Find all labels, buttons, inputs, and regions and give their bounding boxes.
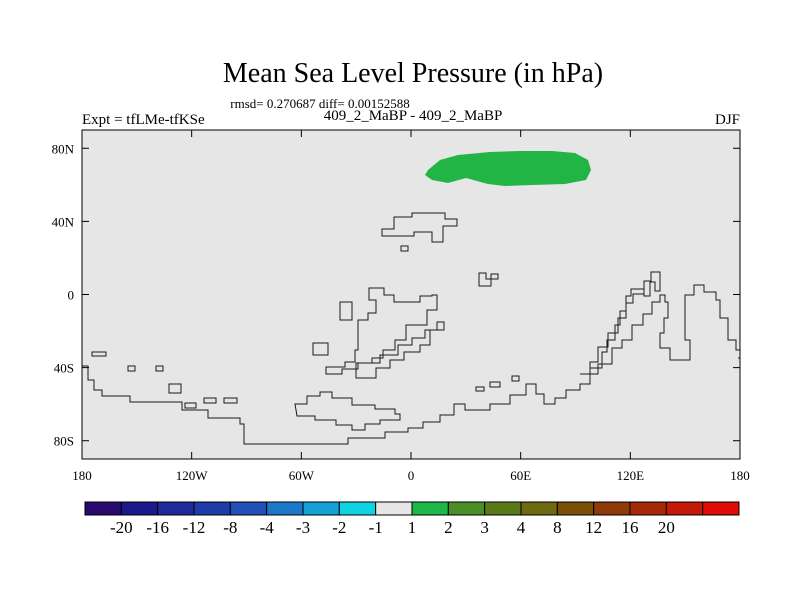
map-title: Mean Sea Level Pressure (in hPa): [223, 58, 603, 89]
colorbar-label: -16: [146, 518, 169, 537]
colorbar-swatch: [302, 501, 340, 516]
lon-tick-label: 120W: [176, 468, 209, 483]
colorbar-label: 8: [553, 518, 562, 537]
experiment-label: Expt = tfLMe-tfKSe: [82, 112, 205, 128]
colorbar-label: 12: [585, 518, 602, 537]
colorbar-swatch: [338, 501, 377, 516]
colorbar-swatch: [484, 501, 522, 516]
colorbar-swatch: [447, 501, 486, 516]
colorbar-swatch: [629, 501, 667, 516]
latitude-axis: 80N 40N 0 40S 80S: [52, 141, 740, 449]
colorbar-swatch: [193, 501, 231, 516]
lon-tick-label: 120E: [617, 468, 645, 483]
colorbar-swatch: [266, 501, 304, 516]
colorbar-label: 1: [408, 518, 417, 537]
colorbar-label: -1: [369, 518, 383, 537]
lat-tick-label: 80S: [54, 434, 74, 449]
colorbar-swatch: [120, 501, 159, 516]
season-label: DJF: [715, 112, 740, 128]
lon-tick-label: 0: [408, 468, 415, 483]
colorbar-label: -8: [223, 518, 237, 537]
lon-tick-label: 60W: [289, 468, 315, 483]
colorbar-swatch: [375, 501, 413, 516]
longitude-axis: 180 120W 60W 0 60E 120E 180: [72, 130, 750, 483]
colorbar-label: -3: [296, 518, 310, 537]
colorbar-label: 2: [444, 518, 453, 537]
lat-tick-label: 40S: [54, 361, 74, 376]
lat-tick-label: 0: [68, 288, 75, 303]
stats-label: rmsd= 0.270687 diff= 0.00152588: [230, 96, 409, 111]
color-legend: -20 -16 -12 -8 -4 -3 -2 -1 1 2 3 4 8 12 16 20: [84, 501, 740, 537]
comparison-label: 409_2_MaBP - 409_2_MaBP: [324, 108, 503, 124]
colorbar-label: 16: [622, 518, 639, 537]
lat-tick-label: 80N: [52, 141, 75, 156]
colorbar-swatch: [229, 501, 268, 516]
colorbar-swatch: [520, 501, 558, 516]
lon-tick-label: 60E: [510, 468, 531, 483]
contour-lines: [82, 212, 741, 445]
colorbar-swatch: [556, 501, 595, 516]
colorbar-swatch: [84, 501, 122, 516]
map-background: [82, 130, 740, 459]
positive-anomaly-region-north: [425, 151, 591, 186]
colorbar-label: 3: [480, 518, 489, 537]
lat-tick-label: 40N: [52, 214, 75, 229]
colorbar-swatch: [702, 501, 740, 516]
lon-tick-label: 180: [72, 468, 92, 483]
colorbar-label: 4: [517, 518, 526, 537]
colorbar-swatch: [157, 501, 195, 516]
colorbar-label: -2: [332, 518, 346, 537]
colorbar-swatch: [665, 501, 704, 516]
colorbar-label: -20: [110, 518, 133, 537]
colorbar-label: 20: [658, 518, 675, 537]
colorbar-swatch: [593, 501, 631, 516]
colorbar-swatch: [411, 501, 449, 516]
colorbar-label: -4: [260, 518, 275, 537]
lon-tick-label: 180: [730, 468, 750, 483]
colorbar-label: -12: [183, 518, 206, 537]
